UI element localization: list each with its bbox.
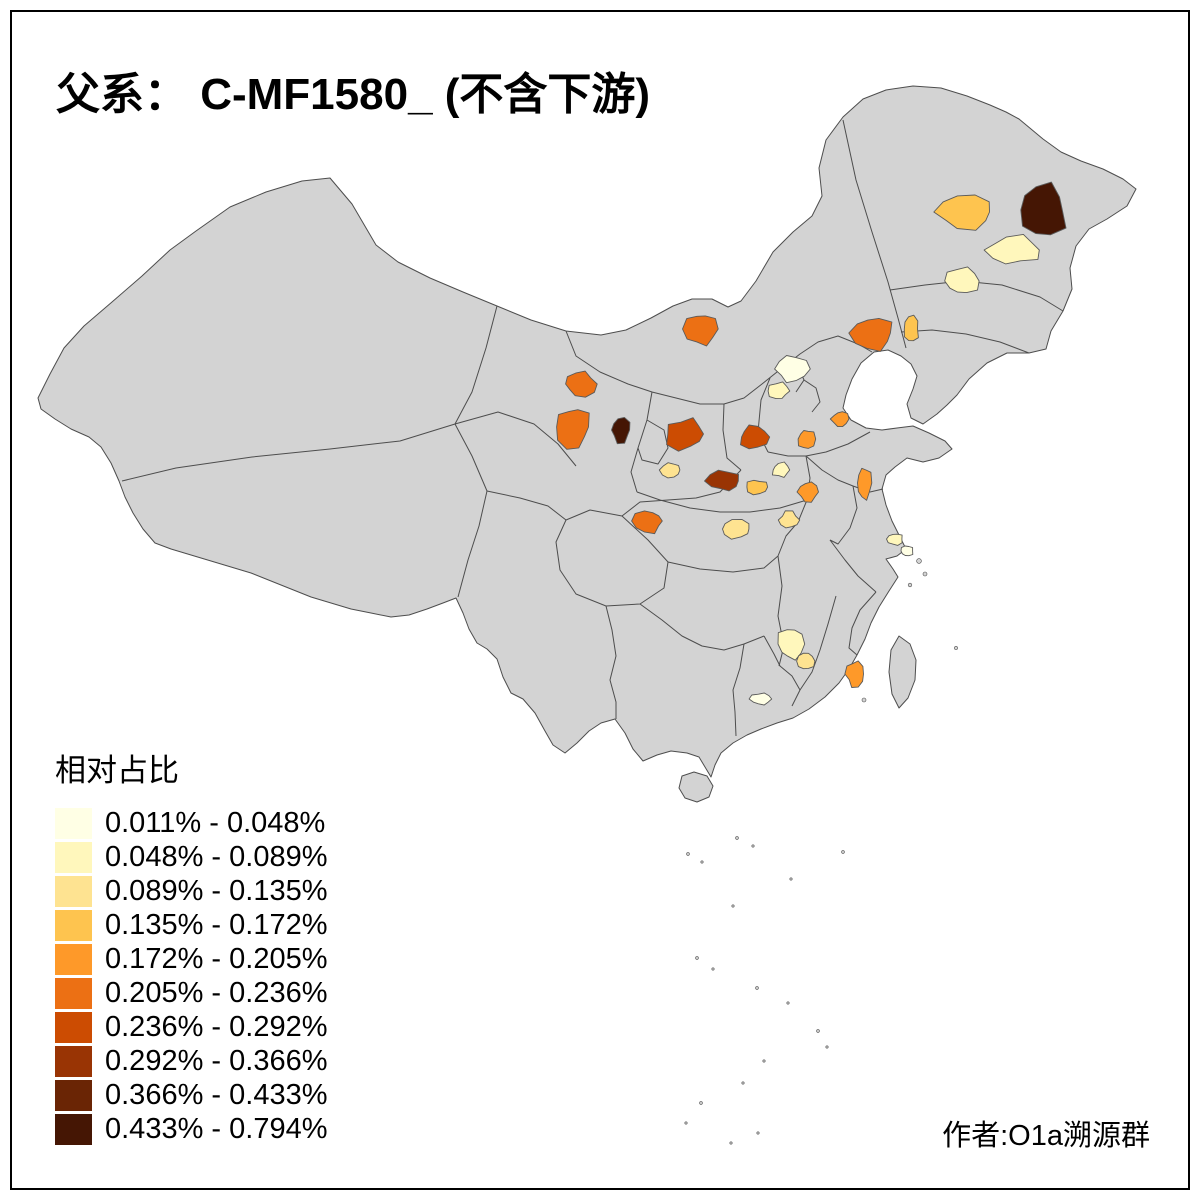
- prefecture-region: [796, 652, 816, 670]
- legend-label: 0.089% - 0.135%: [105, 874, 328, 907]
- prefecture-region: [748, 692, 773, 706]
- legend-row: 0.236% - 0.292%: [55, 1010, 327, 1044]
- sea-islands: [684, 558, 958, 1145]
- legend-label: 0.366% - 0.433%: [105, 1078, 328, 1111]
- legend-row: 0.205% - 0.236%: [55, 976, 327, 1010]
- legend-swatch: [55, 943, 92, 975]
- prefecture-region: [682, 315, 719, 347]
- legend-row: 0.011% - 0.048%: [55, 806, 327, 840]
- prefecture-region: [767, 381, 791, 400]
- hainan-island: [678, 771, 714, 803]
- prefecture-region: [777, 629, 806, 661]
- legend-row: 0.292% - 0.366%: [55, 1044, 327, 1078]
- page-title: 父系： C-MF1580_ (不含下游): [56, 70, 651, 119]
- legend-label: 0.048% - 0.089%: [105, 840, 328, 873]
- prefecture-region: [933, 194, 990, 231]
- legend-rows: 0.011% - 0.048% 0.048% - 0.089% 0.089% - 0…: [55, 806, 327, 1146]
- prefecture-region: [829, 411, 850, 428]
- prefecture-region: [746, 479, 769, 496]
- prefecture-region: [658, 462, 681, 479]
- province-borders: [121, 119, 1064, 737]
- legend-swatch: [55, 1045, 92, 1077]
- prefecture-region: [556, 409, 590, 450]
- legend-row: 0.366% - 0.433%: [55, 1078, 327, 1112]
- prefecture-region: [740, 424, 771, 450]
- legend-swatch: [55, 909, 92, 941]
- prefecture-region: [704, 469, 739, 492]
- prefecture-region: [983, 233, 1040, 265]
- prefecture-region: [771, 461, 791, 478]
- prefecture-region: [848, 317, 893, 352]
- legend-label: 0.135% - 0.172%: [105, 908, 328, 941]
- legend-swatch: [55, 977, 92, 1009]
- prefecture-region: [565, 370, 598, 398]
- prefecture-region: [1020, 181, 1067, 236]
- prefecture-region: [844, 660, 864, 688]
- legend-label: 0.433% - 0.794%: [105, 1112, 328, 1145]
- legend-row: 0.135% - 0.172%: [55, 908, 327, 942]
- legend-label: 0.236% - 0.292%: [105, 1010, 328, 1043]
- attribution-text: 作者:O1a溯源群: [942, 1120, 1150, 1152]
- prefecture-region: [777, 510, 801, 529]
- prefecture-region: [722, 519, 750, 540]
- legend-swatch: [55, 807, 92, 839]
- legend-label: 0.205% - 0.236%: [105, 976, 328, 1009]
- legend-swatch: [55, 1011, 92, 1043]
- legend-row: 0.172% - 0.205%: [55, 942, 327, 976]
- prefecture-region: [666, 417, 704, 452]
- prefecture-region: [796, 481, 819, 503]
- prefecture-region: [631, 510, 663, 535]
- prefecture-region: [944, 266, 980, 294]
- prefecture-region: [886, 533, 903, 546]
- legend-swatch: [55, 1079, 92, 1111]
- prefecture-region: [857, 467, 873, 501]
- legend-swatch: [55, 875, 92, 907]
- prefecture-region: [774, 355, 811, 384]
- land-layer: [37, 85, 1137, 803]
- map-regions: [556, 181, 1067, 706]
- legend-row: 0.048% - 0.089%: [55, 840, 327, 874]
- legend-swatch: [55, 841, 92, 873]
- legend-label: 0.011% - 0.048%: [105, 806, 326, 839]
- legend-title: 相对占比: [55, 753, 179, 788]
- legend-label: 0.172% - 0.205%: [105, 942, 328, 975]
- legend-row: 0.433% - 0.794%: [55, 1112, 327, 1146]
- prefecture-region: [611, 416, 631, 445]
- taiwan-island: [888, 635, 917, 709]
- legend-row: 0.089% - 0.135%: [55, 874, 327, 908]
- prefecture-region: [797, 430, 817, 449]
- prefecture-region: [900, 545, 914, 557]
- legend-label: 0.292% - 0.366%: [105, 1044, 328, 1077]
- legend: 相对占比 0.011% - 0.048% 0.048% - 0.089% 0.089…: [55, 745, 327, 1146]
- prefecture-region: [903, 314, 919, 342]
- legend-swatch: [55, 1113, 92, 1145]
